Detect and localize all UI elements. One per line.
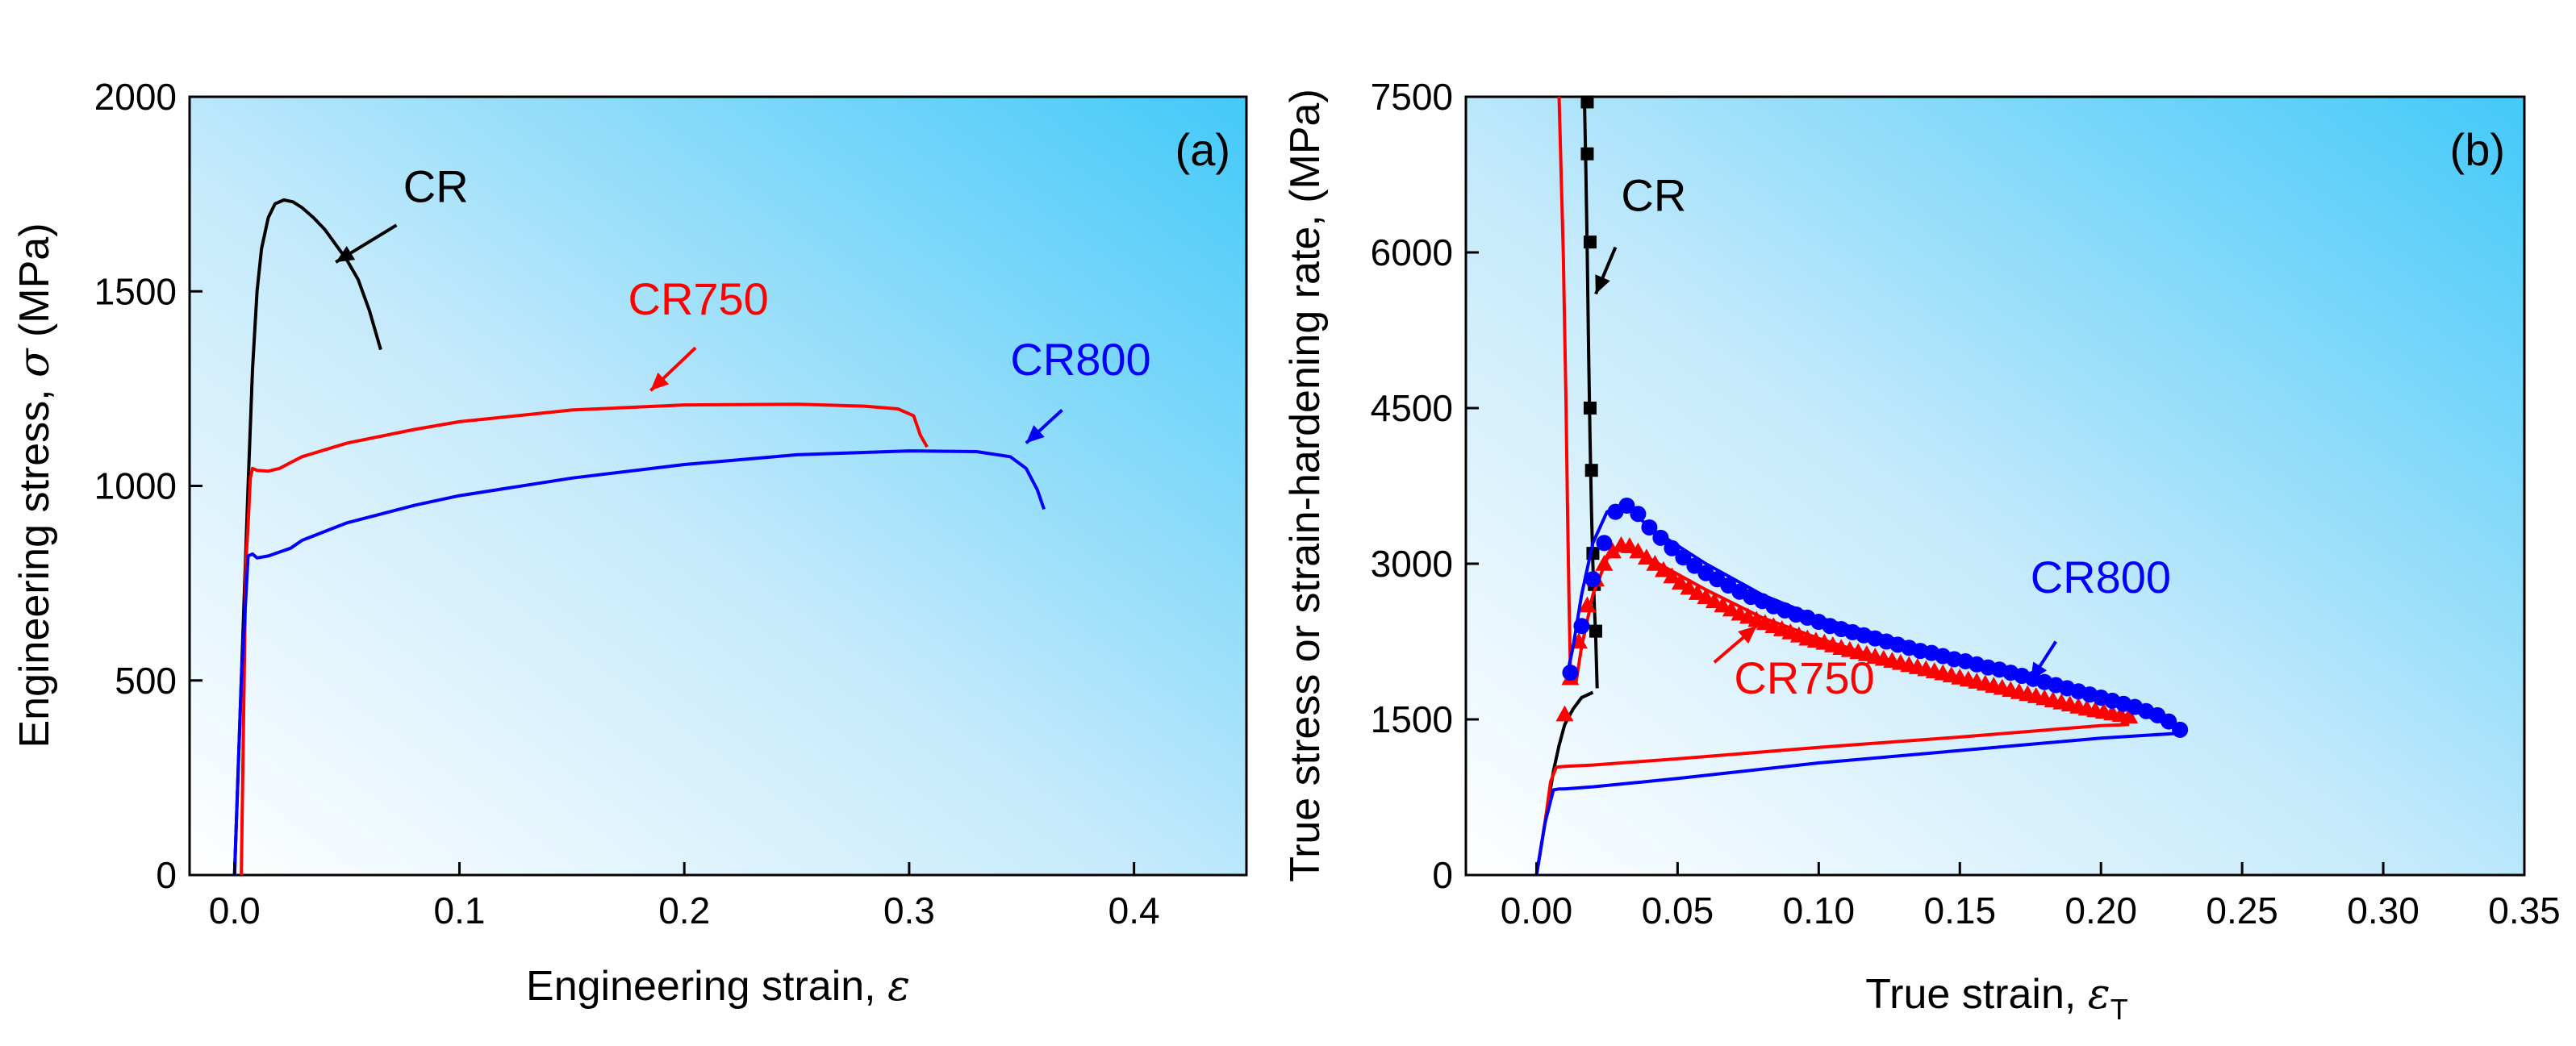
data-point-cr750 bbox=[1620, 537, 1639, 553]
series-line-cr750-true-stress bbox=[1534, 723, 2130, 876]
y-tick-label: 1500 bbox=[94, 270, 177, 312]
panel-label-b: (b) bbox=[2450, 124, 2505, 175]
x-tick-label: 0.1 bbox=[433, 890, 485, 931]
data-point-cr750 bbox=[1637, 548, 1655, 565]
annotation-cr: CR bbox=[1621, 170, 1686, 221]
x-tick-label: 0.10 bbox=[1783, 890, 1856, 931]
annotation-arrowhead-cr800 bbox=[2030, 661, 2048, 681]
data-point-cr800 bbox=[1675, 549, 1692, 566]
y-tick-label: 0 bbox=[156, 854, 177, 896]
data-point-cr750 bbox=[1680, 578, 1698, 595]
y-tick-label: 7500 bbox=[1371, 76, 1453, 118]
annotation-cr750: CR750 bbox=[628, 273, 769, 324]
annotation-arrowhead-cr bbox=[336, 246, 356, 263]
x-tick-label: 0.4 bbox=[1108, 890, 1160, 931]
annotation-arrowhead-cr bbox=[1595, 274, 1610, 294]
x-tick-label: 0.30 bbox=[2347, 890, 2419, 931]
data-point-cr-hardening bbox=[1589, 624, 1602, 638]
x-tick-label: 0.00 bbox=[1501, 890, 1573, 931]
data-point-cr-hardening bbox=[1583, 235, 1597, 249]
x-axis-title-a: Engineering strain, ε bbox=[526, 962, 910, 1011]
data-point-cr800 bbox=[1584, 571, 1601, 588]
data-point-cr750 bbox=[1603, 542, 1622, 559]
y-tick-label: 1000 bbox=[94, 465, 177, 507]
x-tick-label: 0.05 bbox=[1642, 890, 1714, 931]
series-line-cr bbox=[232, 198, 382, 876]
data-point-cr800 bbox=[1573, 618, 1590, 635]
x-tick-label: 0.0 bbox=[209, 890, 261, 931]
annotation-cr: CR bbox=[403, 160, 469, 211]
x-tick-label: 0.2 bbox=[658, 890, 710, 931]
x-tick-label: 0.15 bbox=[1924, 890, 1997, 931]
annotation-arrowhead-cr750 bbox=[1738, 626, 1757, 644]
data-point-cr-hardening bbox=[1580, 95, 1594, 109]
data-point-cr800 bbox=[1664, 540, 1680, 556]
annotation-cr800: CR800 bbox=[1010, 334, 1150, 385]
data-point-cr800 bbox=[2161, 713, 2177, 730]
ticks-group-b: 0.00 0.05 0.10 0.15 0.20 0.25 0.30 0.35 0 1500 300… bbox=[1371, 76, 2561, 931]
y-tick-label: 3000 bbox=[1371, 543, 1453, 585]
data-point-cr750 bbox=[1663, 567, 1681, 584]
ticks-group-a: 0.0 0.1 0.2 0.3 0.4 0 500 1000 1500 2000 bbox=[94, 76, 1160, 931]
series-line-cr800-true-stress bbox=[1534, 731, 2186, 876]
y-axis-title-a: Engineering stress, σ (MPa) bbox=[10, 223, 59, 748]
y-axis-title-b: True stress or strain-hardening rate, (M… bbox=[1282, 89, 1329, 882]
x-tick-label: 0.3 bbox=[883, 890, 935, 931]
x-tick-label: 0.25 bbox=[2206, 890, 2278, 931]
annotation-arrowhead-cr750 bbox=[650, 372, 670, 391]
plot-area-a bbox=[188, 95, 1248, 877]
data-point-cr800 bbox=[1652, 529, 1669, 546]
data-point-cr750 bbox=[1671, 573, 1689, 590]
series-group-a bbox=[232, 198, 1046, 876]
data-point-cr750 bbox=[1578, 596, 1597, 613]
data-point-cr800 bbox=[1641, 519, 1658, 536]
data-point-cr750 bbox=[2120, 707, 2139, 723]
y-tick-label: 0 bbox=[1432, 854, 1453, 896]
series-group-b bbox=[1534, 95, 2189, 876]
annotations-group-b: CR CR800 CR750 bbox=[1594, 170, 2171, 703]
x-axis-title-b: True strain, εT bbox=[1865, 970, 2127, 1026]
annotation-cr750: CR750 bbox=[1734, 652, 1874, 703]
chart-panel-b: 0.00 0.05 0.10 0.15 0.20 0.25 0.30 0.35 0 1500 300… bbox=[1282, 76, 2561, 1026]
x-tick-label: 0.20 bbox=[2065, 890, 2137, 931]
data-point-cr800 bbox=[1630, 506, 1647, 523]
y-tick-label: 6000 bbox=[1371, 231, 1453, 273]
y-tick-label: 500 bbox=[115, 660, 177, 702]
data-point-cr800 bbox=[1596, 535, 1613, 552]
series-line-cr750 bbox=[240, 402, 929, 876]
data-point-cr750 bbox=[1646, 555, 1664, 571]
data-point-cr750 bbox=[1555, 705, 1574, 722]
annotation-arrowhead-cr800 bbox=[1025, 425, 1045, 444]
data-point-cr800 bbox=[2172, 721, 2189, 738]
panel-label-a: (a) bbox=[1175, 124, 1230, 175]
data-point-cr800 bbox=[1562, 665, 1579, 681]
data-point-cr-hardening bbox=[1580, 147, 1594, 160]
annotation-cr800: CR800 bbox=[2031, 552, 2171, 602]
data-point-cr750 bbox=[1629, 542, 1647, 559]
data-point-cr750 bbox=[1654, 561, 1672, 577]
plot-area-b bbox=[1464, 95, 2526, 877]
data-point-cr800 bbox=[1618, 497, 1635, 514]
data-point-cr-hardening bbox=[1584, 464, 1598, 477]
y-tick-label: 1500 bbox=[1371, 698, 1453, 740]
y-tick-label: 4500 bbox=[1371, 387, 1453, 429]
data-point-cr750 bbox=[1595, 555, 1614, 571]
x-tick-label: 0.35 bbox=[2488, 890, 2561, 931]
data-point-cr-hardening bbox=[1583, 402, 1597, 415]
y-tick-label: 2000 bbox=[94, 76, 177, 118]
annotations-group-a: CR CR750 CR800 bbox=[335, 160, 1151, 444]
series-line-cr800 bbox=[232, 449, 1046, 876]
